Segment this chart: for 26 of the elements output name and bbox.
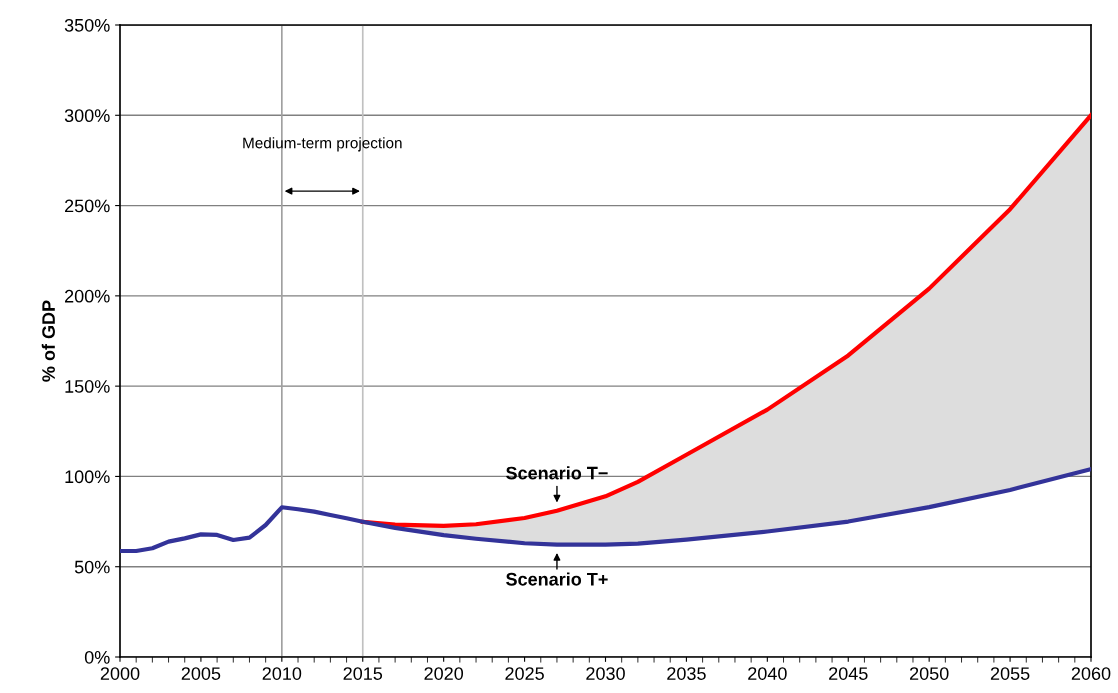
- x-tick-label: 2025: [505, 667, 544, 680]
- y-tick-label: 200%: [65, 289, 110, 303]
- y-tick-label: 150%: [65, 380, 110, 393]
- x-tick-label: 2015: [343, 667, 383, 680]
- y-tick-label: 100%: [65, 470, 110, 484]
- y-tick-label: 350%: [64, 18, 110, 32]
- y-axis-title: % of GDP: [41, 300, 55, 382]
- y-tick-label: 50%: [74, 560, 110, 574]
- x-tick-label: 2060: [1071, 667, 1111, 680]
- x-tick-label: 2055: [990, 667, 1030, 680]
- y-tick-label: 300%: [64, 109, 110, 123]
- x-tick-label: 2040: [748, 667, 787, 680]
- x-tick-label: 2005: [181, 667, 221, 680]
- x-tick-label: 2045: [829, 667, 868, 680]
- x-tick-label: 2020: [424, 667, 464, 680]
- y-tick-label: 250%: [65, 199, 110, 213]
- x-tick-label: 2010: [262, 667, 302, 680]
- x-tick-label: 2000: [100, 667, 140, 680]
- series-label: Scenario T+: [506, 572, 608, 586]
- line-series: [120, 467, 1091, 554]
- x-tick-label: 2030: [586, 667, 625, 680]
- x-tick-label: 2035: [667, 667, 706, 680]
- series-label: Scenario T−: [506, 466, 608, 480]
- x-tick-label: 2050: [909, 667, 949, 680]
- annotation: Medium-term projection: [243, 137, 402, 152]
- y-tick-label: 0%: [84, 650, 110, 664]
